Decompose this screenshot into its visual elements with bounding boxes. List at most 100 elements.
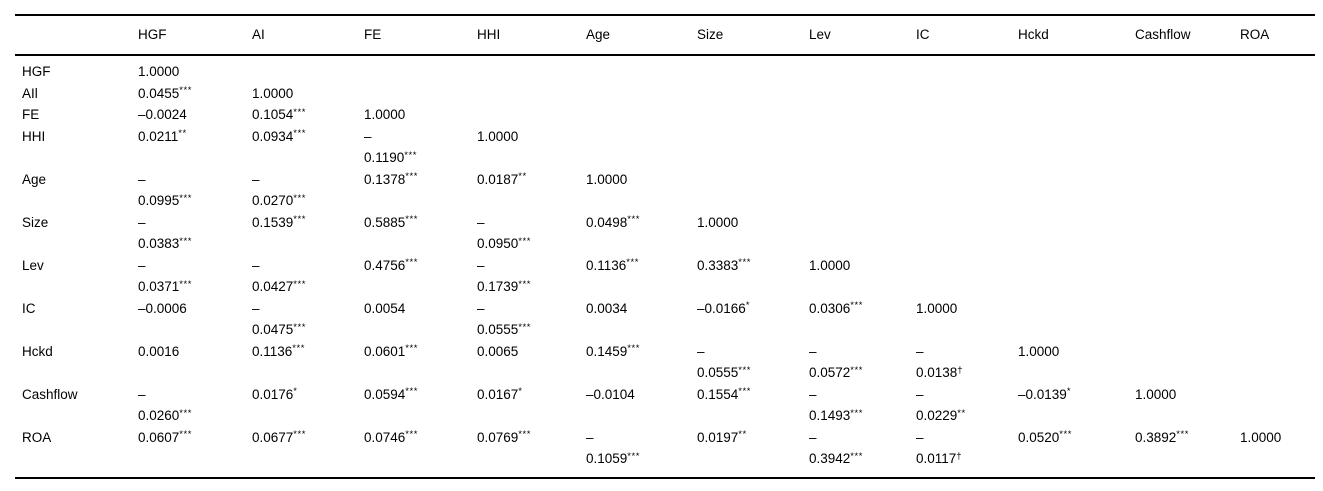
significance-marker: *** — [179, 278, 192, 290]
cell-size-hckd — [1018, 212, 1135, 255]
significance-marker: * — [518, 386, 523, 397]
significance-marker: *** — [518, 429, 531, 440]
table-row-hckd: Hckd 0.0016 0.1136*** 0.0601*** 0.0065 0.1459… — [15, 341, 1315, 384]
cell-fe-ai: 0.1054*** — [252, 104, 364, 126]
cell-cashflow-fe: 0.0594*** — [364, 384, 477, 427]
column-header-ic: IC — [916, 27, 930, 43]
cell-size-cashflow — [1135, 212, 1240, 255]
value-line: 0.0270*** — [252, 192, 306, 208]
value-line: 0.0498*** — [586, 214, 640, 230]
value-line: – — [477, 257, 485, 273]
cell-ail-cashflow — [1135, 83, 1240, 105]
cell-ic-age: 0.0034 — [586, 298, 697, 341]
cell-fe-size — [697, 104, 809, 126]
value-line: 0.0138† — [916, 364, 964, 380]
cell-fe-roa — [1240, 104, 1315, 126]
cell-ic-fe: 0.0054 — [364, 298, 477, 341]
cell-hckd-lev: – 0.0572*** — [809, 341, 916, 384]
cell-cashflow-size: 0.1554*** — [697, 384, 809, 427]
value-line: 0.1459*** — [586, 343, 640, 359]
cell-hckd-hckd: 1.0000 — [1018, 341, 1135, 384]
cell-hgf-size — [697, 55, 809, 83]
cell-cashflow-hgf: – 0.0260*** — [138, 384, 252, 427]
significance-marker: *** — [627, 214, 640, 225]
row-label-size: Size — [22, 214, 49, 230]
value-line: 0.0995*** — [138, 192, 192, 208]
cell-size-age: 0.0498*** — [586, 212, 697, 255]
cell-cashflow-age: –0.0104 — [586, 384, 697, 427]
cell-cashflow-ic: – 0.0229** — [916, 384, 1018, 427]
cell-ic-hckd — [1018, 298, 1135, 341]
value-line: – — [697, 343, 705, 359]
cell-ail-lev — [809, 83, 916, 105]
row-label-fe: FE — [22, 107, 40, 122]
row-label-ic: IC — [22, 300, 36, 316]
cell-hgf-roa — [1240, 55, 1315, 83]
significance-marker: *** — [1176, 429, 1189, 440]
column-header-size: Size — [697, 27, 724, 43]
value-line: – — [138, 386, 146, 402]
value-line: 0.0371*** — [138, 278, 192, 294]
value-line: 0.0065 — [477, 343, 519, 359]
cell-roa-hckd: 0.0520*** — [1018, 427, 1135, 478]
row-label-age: Age — [22, 171, 47, 187]
column-header-age: Age — [586, 27, 611, 43]
value-line: 0.5885*** — [364, 214, 418, 230]
significance-marker: † — [957, 364, 964, 376]
cell-hhi-ic — [916, 126, 1018, 169]
cell-hhi-cashflow — [1135, 126, 1240, 169]
cell-hhi-fe: – 0.1190*** — [364, 126, 477, 169]
cell-roa-roa: 1.0000 — [1240, 427, 1315, 478]
cell-hhi-age — [586, 126, 697, 169]
significance-marker: *** — [850, 364, 863, 376]
table-row-lev: Lev – 0.0371*** – 0.0427*** 0.4756*** – 0.1739*… — [15, 255, 1315, 298]
significance-marker: *** — [404, 149, 417, 161]
value-line: –0.0024 — [138, 107, 187, 122]
value-line: 0.0475*** — [252, 321, 306, 337]
cell-fe-ic — [916, 104, 1018, 126]
significance-marker: * — [745, 300, 751, 311]
cell-lev-hhi: – 0.1739*** — [477, 255, 586, 298]
value-line: – — [809, 386, 817, 402]
cell-roa-hgf: 0.0607*** — [138, 427, 252, 478]
cell-lev-age: 0.1136*** — [586, 255, 697, 298]
cell-age-hgf: – 0.0995*** — [138, 169, 252, 212]
cell-hhi-lev — [809, 126, 916, 169]
column-header-hhi: HHI — [477, 27, 501, 43]
cell-hckd-ai: 0.1136*** — [252, 341, 364, 384]
value-line: 0.1054*** — [252, 106, 306, 122]
cell-age-age: 1.0000 — [586, 169, 697, 212]
value-line: 0.0117† — [916, 450, 963, 466]
cell-hgf-ic — [916, 55, 1018, 83]
cell-roa-ai: 0.0677*** — [252, 427, 364, 478]
column-header-cashflow: Cashflow — [1135, 27, 1191, 43]
cell-hhi-ai: 0.0934*** — [252, 126, 364, 169]
significance-marker: *** — [627, 450, 640, 462]
cell-hgf-age — [586, 55, 697, 83]
cell-lev-hgf: – 0.0371*** — [138, 255, 252, 298]
significance-marker: *** — [405, 386, 418, 397]
value-line: 0.0572*** — [809, 364, 863, 380]
cell-fe-age — [586, 104, 697, 126]
value-line: 1.0000 — [916, 300, 958, 316]
value-line: 0.0167* — [477, 386, 523, 402]
significance-marker: *** — [405, 214, 418, 225]
cell-age-hckd — [1018, 169, 1135, 212]
value-line: 0.1136*** — [586, 257, 639, 273]
cell-lev-fe: 0.4756*** — [364, 255, 477, 298]
value-line: 0.0306*** — [809, 300, 863, 316]
value-line: 0.0187** — [477, 171, 527, 187]
value-line: 0.0176* — [252, 386, 298, 402]
significance-marker: *** — [293, 278, 306, 290]
value-line: 0.0769*** — [477, 429, 531, 445]
value-line: 0.0197** — [697, 429, 747, 445]
significance-marker: *** — [293, 106, 306, 118]
cell-hgf-ai — [252, 55, 364, 83]
cell-cashflow-hckd: –0.0139* — [1018, 384, 1135, 427]
cell-hhi-hhi: 1.0000 — [477, 126, 586, 169]
cell-age-size — [697, 169, 809, 212]
cell-ail-roa — [1240, 83, 1315, 105]
value-line: 0.0520*** — [1018, 429, 1072, 445]
cell-hgf-fe — [364, 55, 477, 83]
value-line: – — [916, 343, 924, 359]
